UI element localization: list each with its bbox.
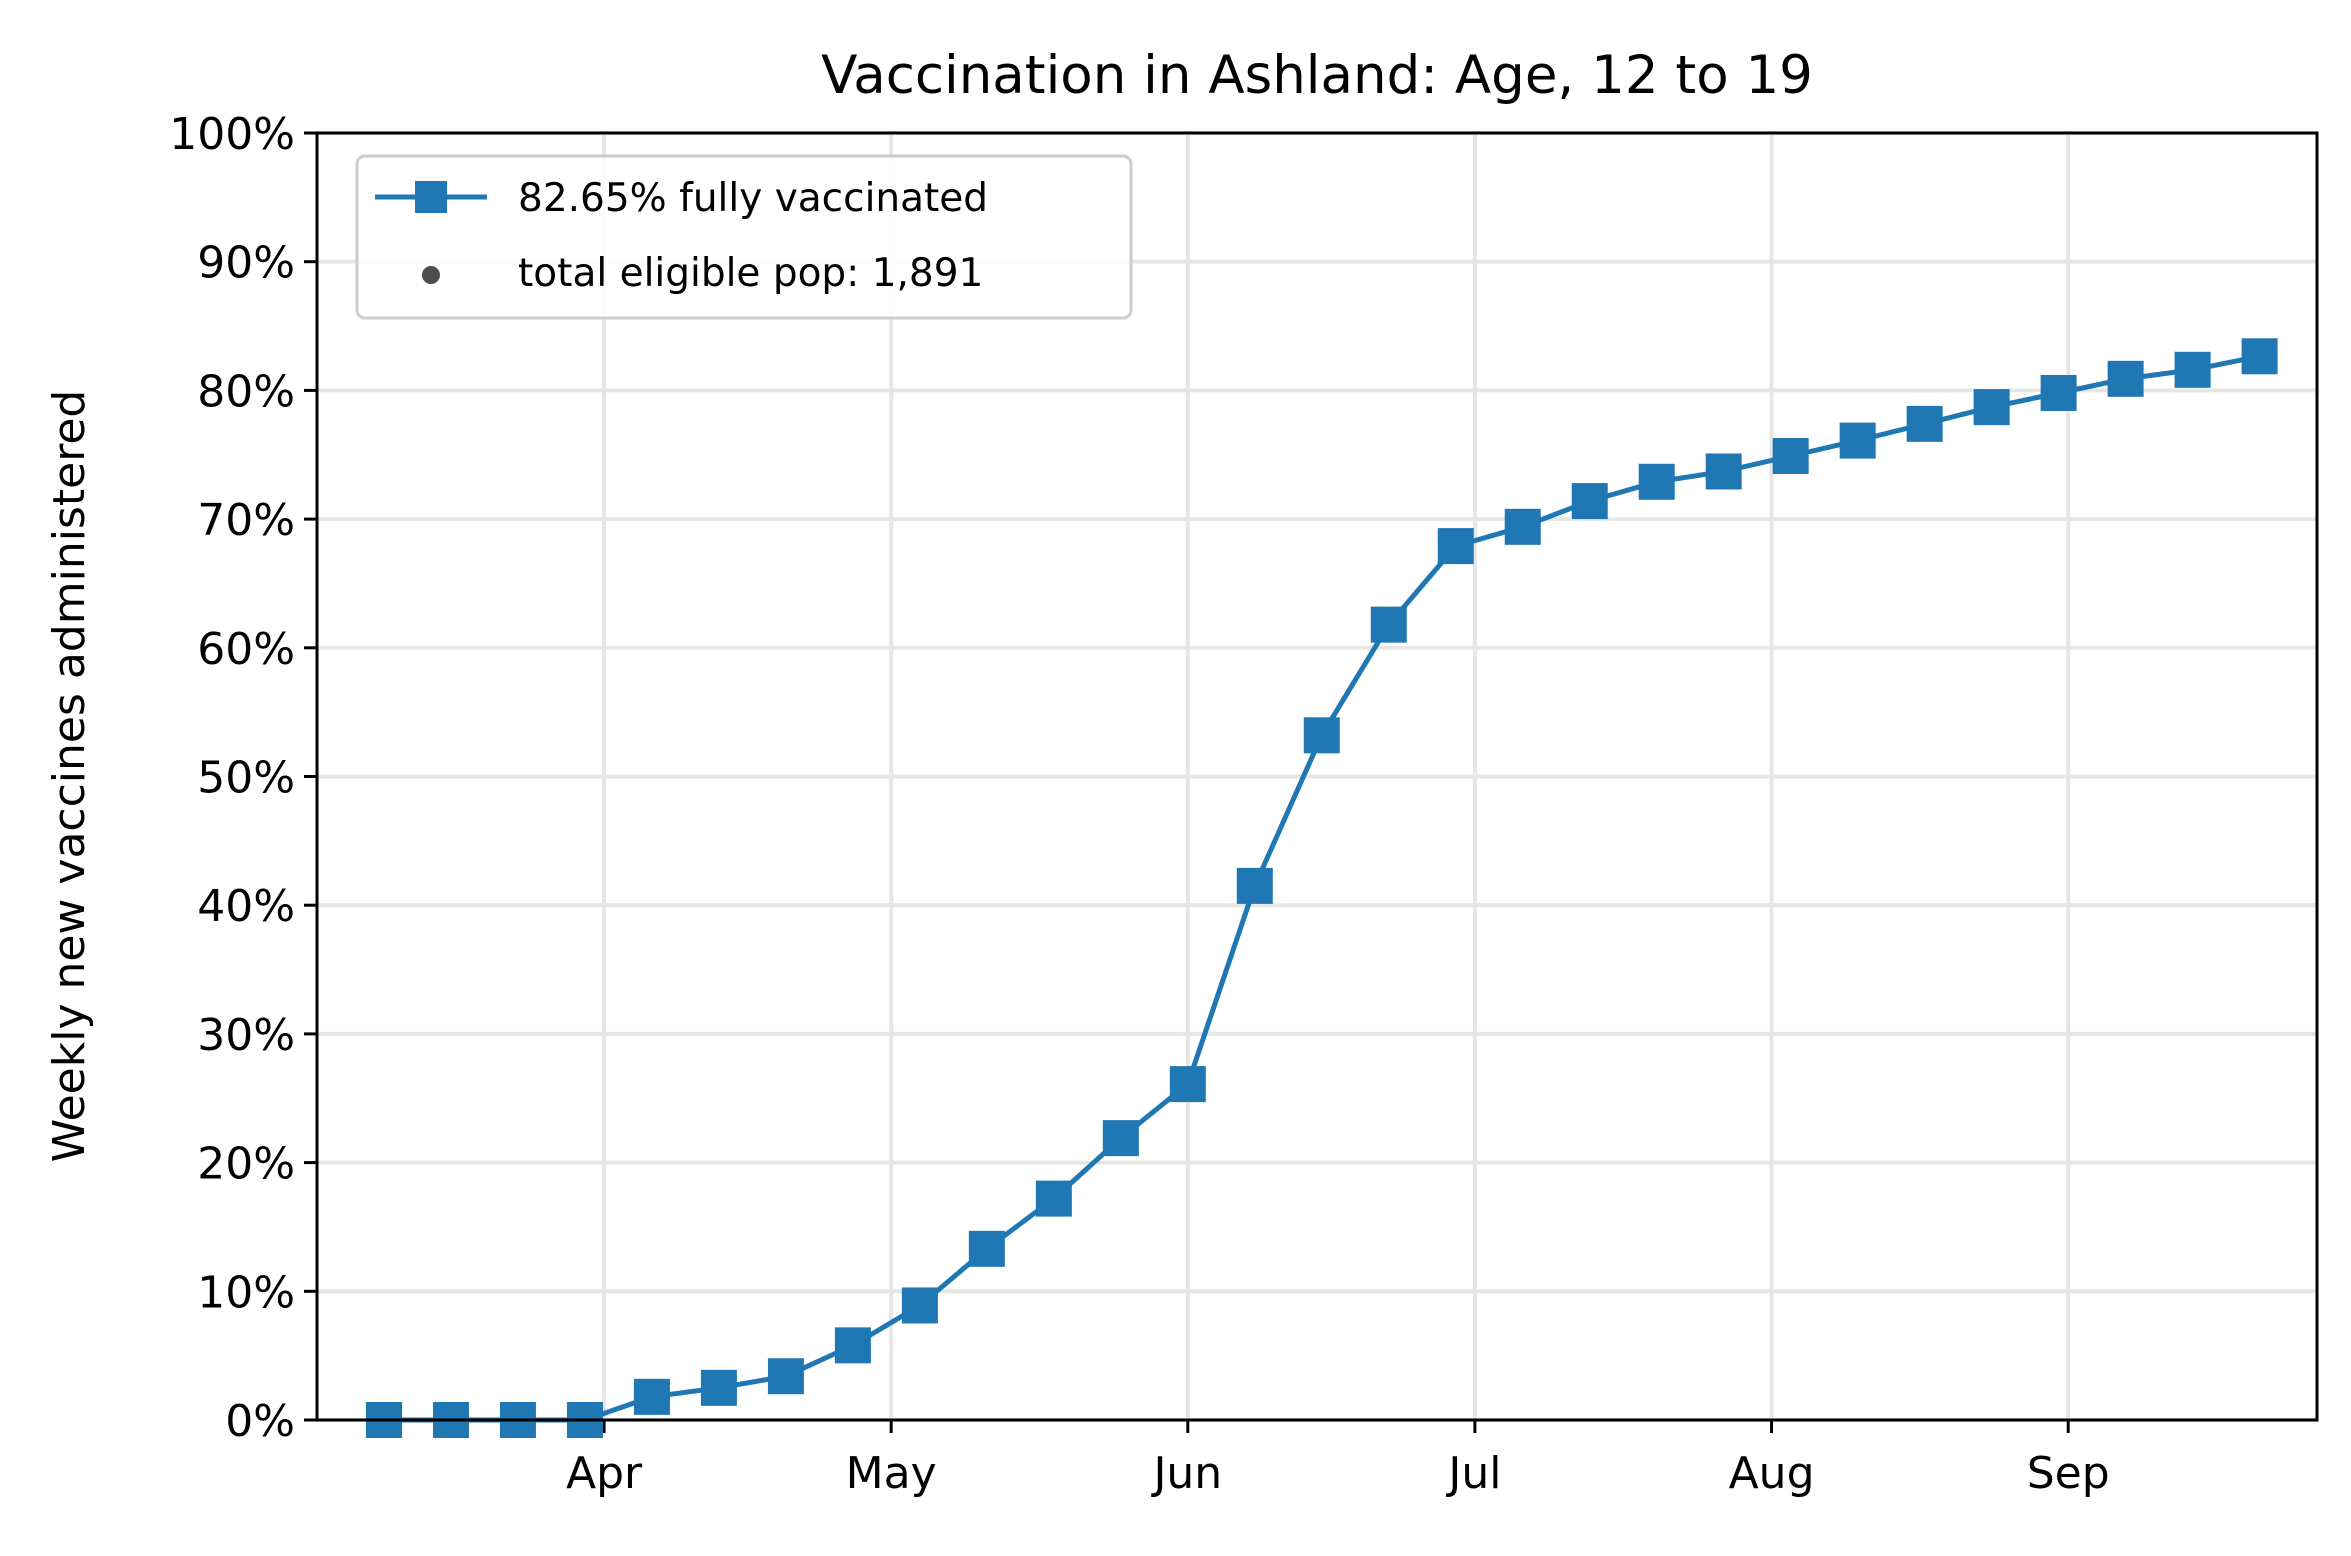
x-tick-label: May	[846, 1448, 937, 1499]
y-tick-label: 30%	[197, 1010, 295, 1061]
data-point-marker	[1370, 606, 1407, 643]
data-point-marker	[1705, 453, 1742, 490]
x-tick-label: Jun	[1150, 1448, 1222, 1499]
y-tick-label: 40%	[197, 881, 295, 932]
data-point-marker	[1035, 1180, 1072, 1217]
data-point-marker	[1437, 528, 1474, 565]
legend-label-vaccinated: 82.65% fully vaccinated	[518, 176, 988, 221]
data-point-marker	[1571, 483, 1608, 520]
axis-ticks: 0% 10% 20% 30% 40% 50% 60% 70% 80% 90% 100% Apr May J…	[169, 109, 2109, 1499]
data-point-marker	[1839, 422, 1876, 459]
chart-title: Vaccination in Ashland: Age, 12 to 19	[821, 45, 1813, 106]
y-tick-label: 10%	[197, 1267, 295, 1318]
x-tick-label: Jul	[1445, 1448, 1501, 1499]
data-point-marker	[834, 1327, 871, 1364]
data-point-marker	[1973, 389, 2010, 426]
data-point-marker	[700, 1369, 737, 1406]
y-axis-title: Weekly new vaccines administered	[44, 390, 95, 1163]
data-point-marker	[2174, 351, 2211, 388]
x-tick-label: Sep	[2027, 1448, 2110, 1499]
y-tick-label: 100%	[169, 109, 295, 160]
data-point-marker	[1504, 508, 1541, 545]
plot-frame	[315, 131, 2319, 1422]
legend-dot-marker	[422, 266, 440, 284]
data-point-marker	[1772, 438, 1809, 475]
legend-square-marker	[415, 181, 447, 213]
y-tick-label: 60%	[197, 624, 295, 675]
series-layer	[365, 338, 2278, 1438]
data-point-marker	[1102, 1120, 1139, 1157]
legend-label-population: total eligible pop: 1,891	[518, 251, 983, 296]
x-tick-label: Aug	[1729, 1448, 1815, 1499]
y-tick-label: 0%	[225, 1396, 295, 1447]
data-point-marker	[767, 1358, 804, 1395]
data-point-marker	[901, 1287, 938, 1324]
legend-box	[355, 154, 1133, 320]
data-point-marker	[1638, 463, 1675, 500]
y-tick-label: 50%	[197, 753, 295, 804]
y-tick-label: 20%	[197, 1139, 295, 1190]
y-tick-label: 70%	[197, 495, 295, 546]
data-point-marker	[633, 1378, 670, 1415]
data-point-marker	[1303, 717, 1340, 754]
legend: 82.65% fully vaccinated total eligible p…	[355, 154, 1133, 320]
data-point-marker	[2241, 338, 2278, 375]
y-tick-label: 80%	[197, 366, 295, 417]
data-point-marker	[2107, 360, 2144, 397]
y-tick-label: 90%	[197, 238, 295, 289]
data-point-marker	[1236, 867, 1273, 904]
data-point-marker	[968, 1230, 1005, 1267]
data-point-marker	[1906, 405, 1943, 442]
data-point-marker	[1169, 1066, 1206, 1103]
data-point-marker	[2040, 374, 2077, 411]
x-tick-label: Apr	[566, 1448, 643, 1499]
